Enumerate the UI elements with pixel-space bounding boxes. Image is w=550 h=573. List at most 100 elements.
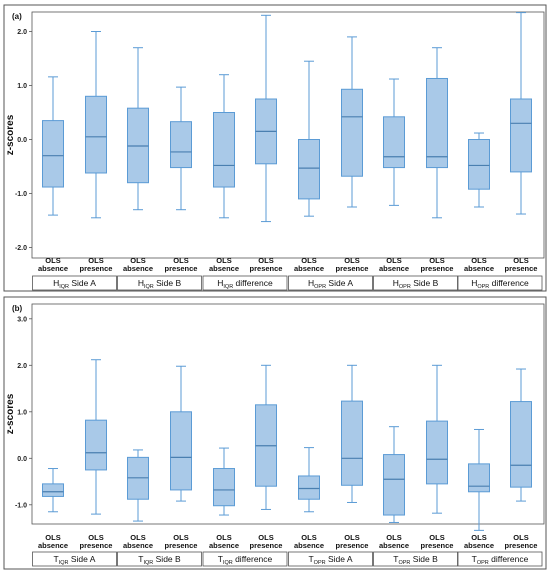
box-iqr xyxy=(213,112,235,188)
y-tick-label: 3.0 xyxy=(17,316,27,323)
x-category-line-1: OLS xyxy=(344,533,359,542)
x-category-line-1: OLS xyxy=(386,533,401,542)
group-label-box xyxy=(457,551,543,567)
x-category-line-2: absence xyxy=(209,264,239,273)
box-iqr xyxy=(85,95,107,174)
group-label-sub: IQR xyxy=(223,560,233,566)
group-label-main: H xyxy=(138,278,144,288)
group-label-suffix: Side B xyxy=(410,554,438,564)
group-label-main: H xyxy=(53,278,59,288)
box-iqr xyxy=(170,121,192,169)
box-6 xyxy=(255,364,277,510)
x-category-line-2: presence xyxy=(505,264,538,273)
x-category-label: OLS presence xyxy=(505,533,538,550)
group-label-box xyxy=(373,275,458,291)
x-category-label: OLS presence xyxy=(505,256,538,273)
group-label-suffix: Side B xyxy=(411,278,439,288)
box-iqr xyxy=(510,98,532,173)
group-label-box xyxy=(457,275,543,291)
group-label-main: T xyxy=(138,554,143,564)
y-tick-label: -2.0 xyxy=(15,245,27,252)
group-label: HOPR difference xyxy=(471,278,529,290)
x-category-line-2: presence xyxy=(250,541,283,550)
group-label-main: H xyxy=(217,278,223,288)
x-category-label: OLS absence xyxy=(209,533,239,550)
y-tick-label: 2.0 xyxy=(17,29,27,36)
box-2 xyxy=(85,359,107,515)
group-label-sub: IQR xyxy=(59,560,69,566)
x-category-label: OLS absence xyxy=(38,533,68,550)
group-label-suffix: Side A xyxy=(69,554,96,564)
box-4 xyxy=(170,86,192,211)
x-category-line-1: OLS xyxy=(88,256,103,265)
group-label-suffix: difference xyxy=(233,278,273,288)
box-iqr xyxy=(426,420,448,485)
x-category-line-2: presence xyxy=(165,541,198,550)
x-category-line-1: OLS xyxy=(386,256,401,265)
x-category-label: OLS presence xyxy=(80,533,113,550)
group-label-box xyxy=(117,551,202,567)
group-label: TOPR Side A xyxy=(308,554,352,566)
box-8 xyxy=(341,364,363,503)
y-axis-label: z-scores xyxy=(5,393,16,434)
box-7 xyxy=(298,447,320,513)
group-label-sub: OPR xyxy=(398,560,410,566)
box-2 xyxy=(85,31,107,219)
x-category-label: OLS presence xyxy=(421,256,454,273)
group-label-suffix: difference xyxy=(489,554,529,564)
panel-label: (b) xyxy=(12,304,23,313)
group-label-sub: IQR xyxy=(223,284,233,290)
x-category-line-2: absence xyxy=(38,264,68,273)
plot-area-frame xyxy=(31,303,545,525)
group-label-box xyxy=(32,551,117,567)
box-iqr xyxy=(510,401,532,488)
group-label-main: T xyxy=(218,554,223,564)
box-7 xyxy=(298,60,320,217)
group-label-sub: OPR xyxy=(477,560,489,566)
group-label-box xyxy=(288,275,373,291)
group-label: TIQR Side A xyxy=(54,554,96,566)
x-category-line-2: absence xyxy=(294,541,324,550)
panel-frame xyxy=(3,4,547,292)
group-label-main: T xyxy=(472,554,477,564)
box-iqr xyxy=(85,419,107,471)
group-label-main: T xyxy=(393,554,398,564)
box-iqr xyxy=(383,116,405,169)
group-label-suffix: Side A xyxy=(326,278,353,288)
y-tick-label: 0.0 xyxy=(17,137,27,144)
x-category-line-1: OLS xyxy=(173,533,188,542)
x-category-line-1: OLS xyxy=(513,533,528,542)
x-category-label: OLS presence xyxy=(80,256,113,273)
panel-frame xyxy=(3,296,547,570)
group-label-sub: OPR xyxy=(399,284,411,290)
x-category-line-2: presence xyxy=(80,541,113,550)
x-category-line-1: OLS xyxy=(344,256,359,265)
x-category-label: OLS absence xyxy=(294,533,324,550)
x-category-line-1: OLS xyxy=(513,256,528,265)
box-11 xyxy=(468,132,490,208)
group-label-suffix: Side A xyxy=(69,278,96,288)
box-10 xyxy=(426,47,448,219)
box-1 xyxy=(42,76,64,216)
x-category-label: OLS presence xyxy=(250,533,283,550)
x-category-line-1: OLS xyxy=(216,533,231,542)
x-category-line-2: absence xyxy=(123,264,153,273)
x-category-line-2: absence xyxy=(123,541,153,550)
x-category-line-1: OLS xyxy=(173,256,188,265)
box-12 xyxy=(510,368,532,502)
box-6 xyxy=(255,14,277,223)
group-label: HOPR Side B xyxy=(393,278,439,290)
group-label-sub: IQR xyxy=(59,284,69,290)
box-3 xyxy=(127,47,149,211)
group-label: TIQR Side B xyxy=(138,554,181,566)
x-category-label: OLS absence xyxy=(209,256,239,273)
box-9 xyxy=(383,426,405,523)
box-iqr xyxy=(468,139,490,190)
group-label: HOPR Side A xyxy=(308,278,353,290)
group-label-main: T xyxy=(308,554,313,564)
group-label-main: H xyxy=(471,278,477,288)
group-label: HIQR Side A xyxy=(53,278,96,290)
group-label-sub: OPR xyxy=(314,284,326,290)
